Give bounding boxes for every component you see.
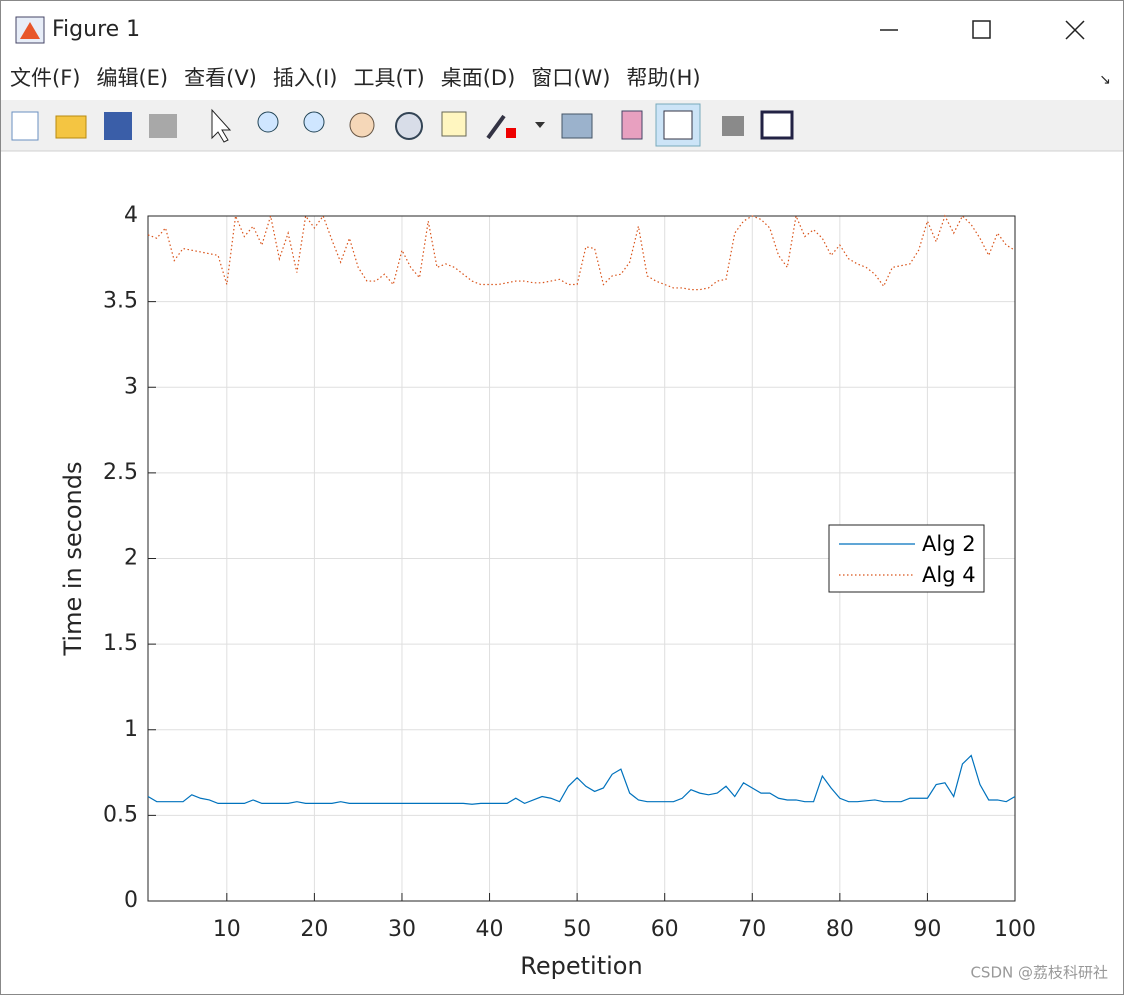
menu-item[interactable]: 编辑(E) [96,66,168,90]
watermark: CSDN @荔枝科研社 [970,964,1108,982]
legend-box [828,524,985,593]
x-tick-label: 10 [213,917,241,942]
legend-icon [663,110,693,140]
y-tick-label: 2.5 [103,460,138,485]
pan-icon[interactable] [349,112,375,138]
datatip-icon[interactable] [441,111,467,137]
pointer-icon[interactable] [211,108,232,143]
x-tick-label: 80 [826,917,854,942]
colorbar-icon[interactable] [621,110,643,140]
rotate-icon[interactable] [395,112,423,140]
x-tick-label: 70 [738,917,766,942]
x-tick-label: 50 [563,917,591,942]
plot: 0 0.5 1 1.5 2 2.5 3 3.5 4 10 20 30 40 50 60 70 80 90 100 Re… [59,203,1036,980]
y-tick-label: 0.5 [103,802,138,827]
menu-item[interactable]: 查看(V) [184,66,257,90]
save-icon[interactable] [104,112,132,140]
close-button[interactable] [1065,20,1085,40]
link-icon[interactable] [561,113,593,139]
x-tick-label: 100 [994,917,1036,942]
zoom-out-icon[interactable] [303,111,325,133]
series-line [147,213,1016,291]
window-title: Figure 1 [52,17,140,42]
menu-item[interactable]: 插入(I) [273,66,338,90]
y-tick-label: 3 [124,374,138,399]
legend: Alg 2 Alg 4 [828,524,985,593]
hide-icon[interactable] [722,116,744,136]
app-icon-logo [20,22,40,39]
menu-item[interactable]: 工具(T) [353,66,424,90]
toolbar-icons [11,103,794,147]
brush-dropdown[interactable] [535,122,545,128]
menu-item[interactable]: 桌面(D) [441,66,516,90]
new-icon[interactable] [11,111,39,141]
series-line [147,754,1016,805]
y-tick-label: 3.5 [103,289,138,314]
axes-box [147,215,1016,902]
print-icon[interactable] [149,114,177,138]
x-tick-label: 20 [300,917,328,942]
brush-icon[interactable] [506,128,516,138]
x-tick-label: 30 [388,917,416,942]
y-tick-label: 1.5 [103,631,138,656]
menu-arrow[interactable]: ↘ [1099,72,1111,88]
zoom-in-icon[interactable] [257,111,279,133]
legend-label: Alg 4 [922,563,976,587]
x-tick-label: 40 [476,917,504,942]
y-tick-label: 2 [124,546,138,571]
legend-label: Alg 2 [922,532,976,556]
menu-bar: 文件(F) 编辑(E) 查看(V) 插入(I) 工具(T) 桌面(D) 窗口(W) 帮助(H) [10,66,701,90]
x-axis-label: Repetition [520,952,642,980]
menu-item[interactable]: 文件(F) [10,66,80,90]
menu-item[interactable]: 窗口(W) [531,66,610,90]
x-tick-label: 90 [913,917,941,942]
x-tick-label: 60 [651,917,679,942]
menu-item[interactable]: 帮助(H) [626,66,700,90]
show-icon[interactable] [760,110,794,140]
maximize-button[interactable] [972,20,991,39]
brush-handle [486,114,506,140]
y-tick-label: 4 [124,203,138,228]
open-icon[interactable] [55,115,87,139]
y-tick-label: 0 [124,888,138,913]
y-tick-label: 1 [124,717,138,742]
y-axis-label: Time in seconds [59,462,87,657]
